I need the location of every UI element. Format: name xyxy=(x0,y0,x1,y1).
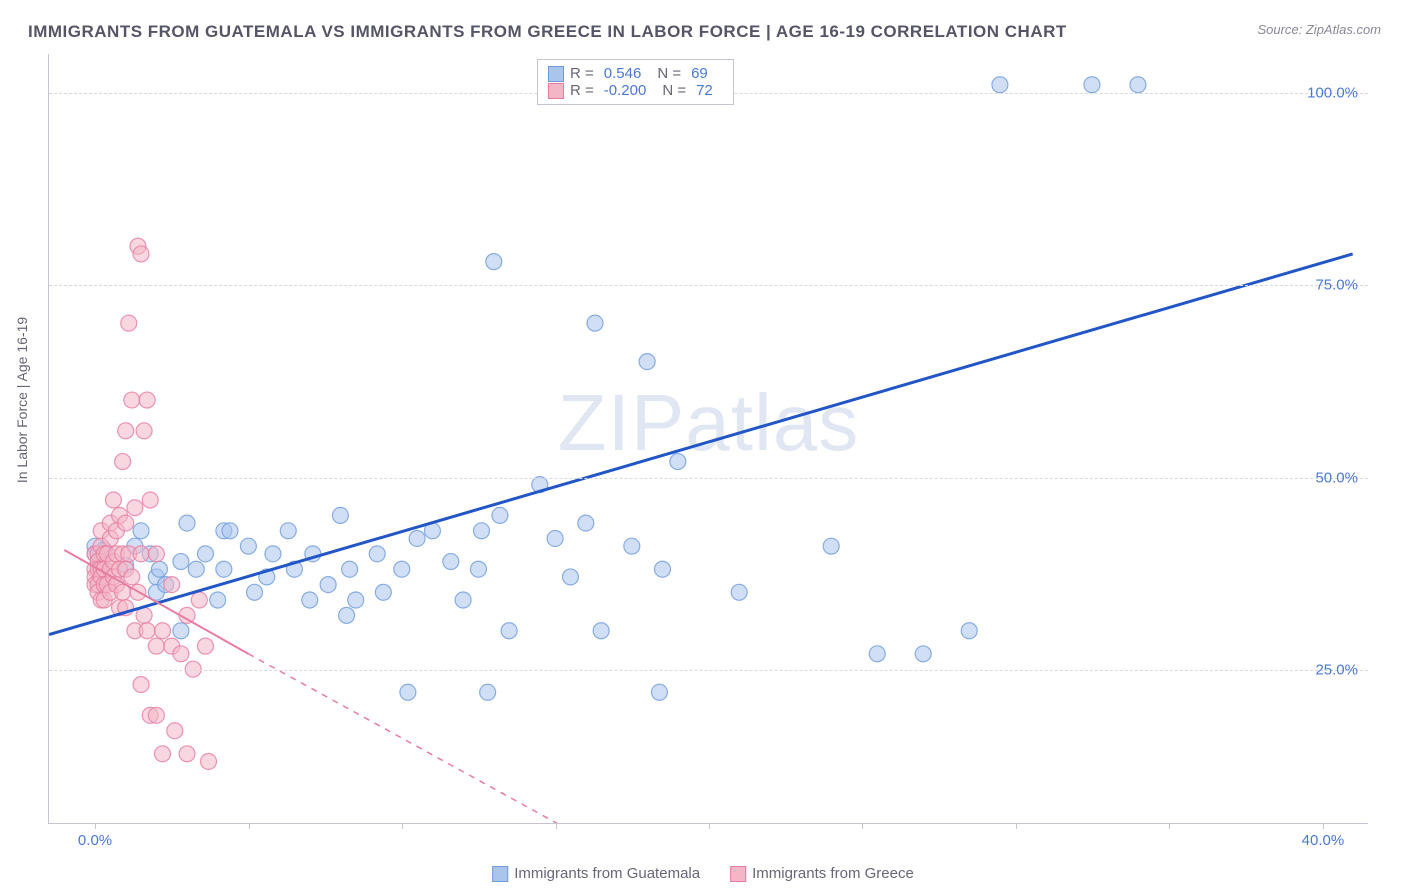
x-tick xyxy=(1169,823,1170,829)
x-tick xyxy=(1323,823,1324,829)
gridline xyxy=(49,670,1368,671)
series-name: Immigrants from Guatemala xyxy=(514,865,700,882)
x-tick xyxy=(249,823,250,829)
legend-n-value: 69 xyxy=(691,65,708,82)
bottom-legend-item: Immigrants from Greece xyxy=(730,865,914,882)
legend-swatch xyxy=(492,866,508,882)
x-tick xyxy=(709,823,710,829)
legend-r-value: -0.200 xyxy=(604,82,647,99)
y-tick-label: 75.0% xyxy=(1315,277,1358,294)
bottom-legend-item: Immigrants from Guatemala xyxy=(492,865,700,882)
source-attribution: Source: ZipAtlas.com xyxy=(1257,22,1381,37)
legend-r-label: R = xyxy=(570,82,594,99)
legend-n-label: N = xyxy=(657,65,681,82)
x-tick xyxy=(402,823,403,829)
gridline xyxy=(49,285,1368,286)
chart-title: IMMIGRANTS FROM GUATEMALA VS IMMIGRANTS … xyxy=(28,22,1067,42)
x-tick xyxy=(556,823,557,829)
legend-n-value: 72 xyxy=(696,82,713,99)
legend-swatch xyxy=(730,866,746,882)
legend-r-label: R = xyxy=(570,65,594,82)
legend-row: R = -0.200 N = 72 xyxy=(548,82,723,99)
legend-swatch xyxy=(548,83,564,99)
legend-row: R = 0.546 N = 69 xyxy=(548,65,723,82)
y-tick-label: 100.0% xyxy=(1307,84,1358,101)
x-tick-label: 0.0% xyxy=(78,832,112,849)
x-tick xyxy=(862,823,863,829)
scatter-svg xyxy=(49,54,1368,823)
y-axis-label: In Labor Force | Age 16-19 xyxy=(14,317,30,483)
y-tick-label: 50.0% xyxy=(1315,469,1358,486)
x-tick xyxy=(1016,823,1017,829)
x-tick xyxy=(95,823,96,829)
x-tick-label: 40.0% xyxy=(1302,832,1345,849)
bottom-legend: Immigrants from Guatemala Immigrants from… xyxy=(492,865,914,882)
legend-r-value: 0.546 xyxy=(604,65,642,82)
correlation-legend: R = 0.546 N = 69 R = -0.200 N = 72 xyxy=(537,59,734,105)
series-name: Immigrants from Greece xyxy=(752,865,914,882)
plot-area: ZIPatlas 25.0%50.0%75.0%100.0%0.0%40.0%R… xyxy=(48,54,1368,824)
legend-n-label: N = xyxy=(662,82,686,99)
y-tick-label: 25.0% xyxy=(1315,662,1358,679)
gridline xyxy=(49,478,1368,479)
legend-swatch xyxy=(548,66,564,82)
